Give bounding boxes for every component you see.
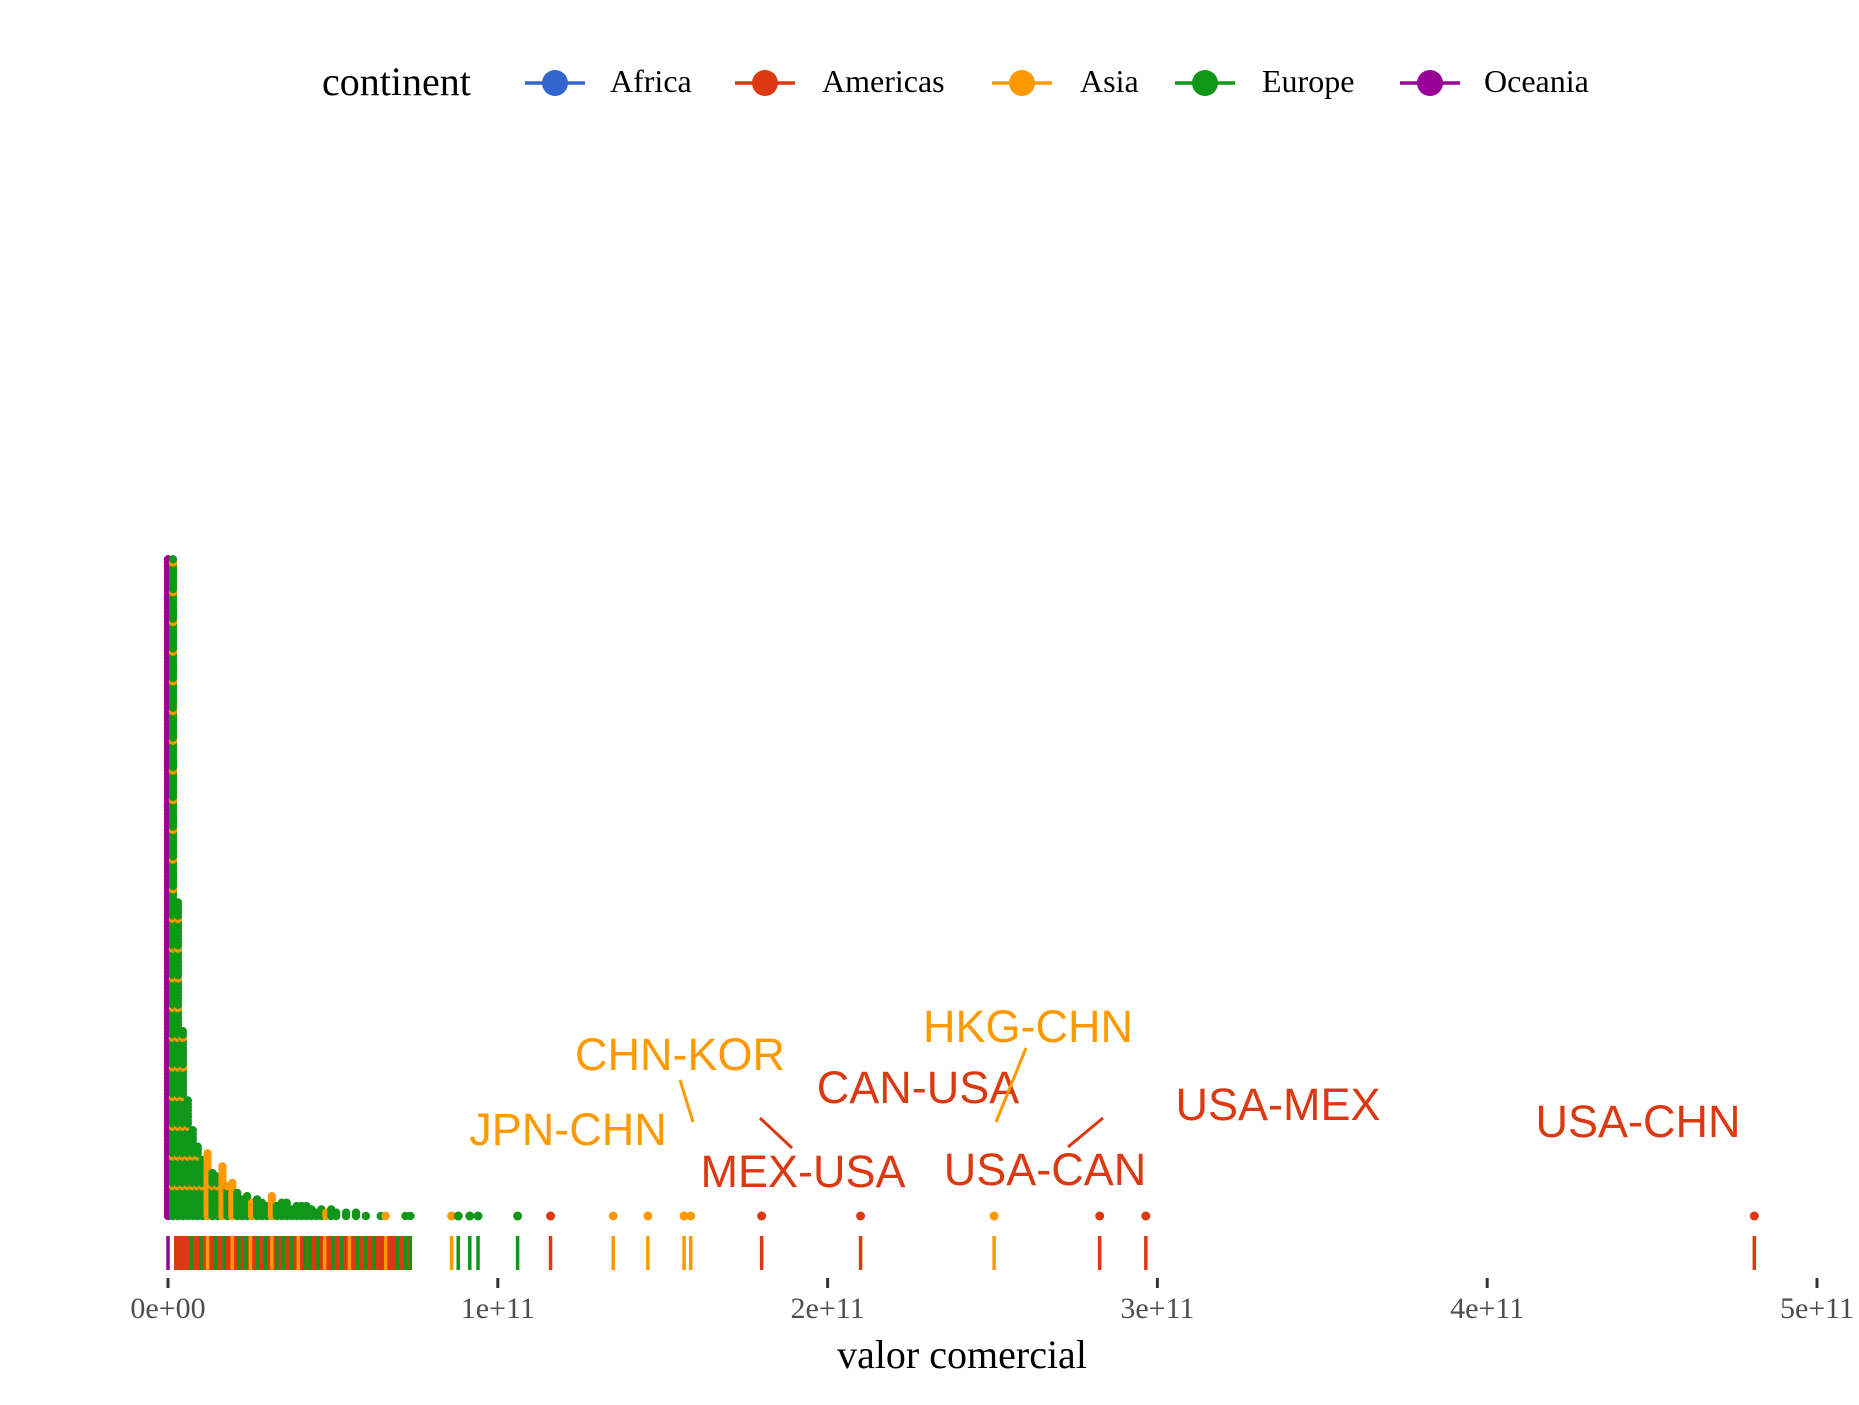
legend-key-dot xyxy=(1417,70,1443,96)
dot xyxy=(406,1211,415,1221)
leader-line xyxy=(758,1116,794,1150)
dot-stack xyxy=(341,1208,351,1221)
legend-item-label: Americas xyxy=(822,63,945,99)
legend-entries: Africa Americas Asia Europe Oceania xyxy=(525,63,1589,99)
point-label-chn-kor: CHN-KOR xyxy=(575,1029,785,1123)
dot xyxy=(178,1027,188,1036)
x-axis-title: valor comercial xyxy=(837,1332,1087,1377)
point-label-text: JPN-CHN xyxy=(469,1104,667,1155)
dot-stack xyxy=(381,1211,390,1221)
dot xyxy=(465,1211,475,1221)
point-label-text: CAN-USA xyxy=(817,1062,1020,1113)
dot xyxy=(453,1211,463,1221)
dot xyxy=(168,555,178,564)
x-tick-label: 1e+11 xyxy=(461,1292,535,1325)
dot xyxy=(643,1211,653,1221)
x-axis: 0e+00 1e+11 2e+11 3e+11 4e+11 5e+11 xyxy=(130,1278,1854,1325)
x-tick-label: 3e+11 xyxy=(1120,1292,1194,1325)
legend-item-europe: Europe xyxy=(1175,63,1354,99)
x-tick-label: 2e+11 xyxy=(791,1292,865,1325)
point-label-usa-can: USA-CAN xyxy=(944,1116,1147,1195)
point-label-text: MEX-USA xyxy=(700,1146,905,1197)
dot xyxy=(381,1211,390,1221)
dot xyxy=(173,898,183,907)
dot xyxy=(233,1188,242,1198)
dot xyxy=(473,1211,483,1221)
dot xyxy=(361,1211,371,1221)
dot-stack xyxy=(331,1208,341,1221)
legend-item-asia: Asia xyxy=(992,63,1139,99)
legend-item-oceania: Oceania xyxy=(1400,63,1589,99)
point-label-usa-mex: USA-MEX xyxy=(1175,1079,1380,1130)
point-label-usa-chn: USA-CHN xyxy=(1535,1096,1740,1147)
dot-stack xyxy=(406,1211,415,1221)
point-label-text: CHN-KOR xyxy=(575,1029,785,1080)
label-layer: JPN-CHN CHN-KOR MEX-USA CAN-USA HKG-CHN USA-C… xyxy=(469,1001,1740,1197)
dot xyxy=(331,1208,341,1217)
dot xyxy=(686,1211,696,1221)
legend-key-dot xyxy=(752,70,778,96)
dot xyxy=(856,1211,866,1221)
leader-line xyxy=(994,1047,1028,1123)
legend-item-label: Asia xyxy=(1080,63,1139,99)
dot xyxy=(188,1126,197,1135)
legend-item-label: Europe xyxy=(1262,63,1354,99)
legend: continent Africa Americas Asia Europe Oceani… xyxy=(322,59,1589,104)
dot xyxy=(513,1211,523,1221)
point-label-text: USA-CHN xyxy=(1535,1096,1740,1147)
dots-layer xyxy=(163,555,1759,1221)
legend-item-americas: Americas xyxy=(735,63,945,99)
dot xyxy=(1141,1211,1151,1221)
point-label-hkg-chn: HKG-CHN xyxy=(923,1001,1133,1123)
legend-key-dot xyxy=(1009,70,1035,96)
point-label-text: HKG-CHN xyxy=(923,1001,1133,1052)
dot-stack xyxy=(351,1208,361,1221)
leader-line xyxy=(678,1079,695,1123)
point-label-text: USA-MEX xyxy=(1175,1079,1380,1130)
x-tick-label: 5e+11 xyxy=(1780,1292,1854,1325)
legend-item-label: Africa xyxy=(610,63,692,99)
legend-title: continent xyxy=(322,59,471,104)
dot xyxy=(679,1211,689,1221)
point-label-jpn-chn: JPN-CHN xyxy=(469,1104,667,1155)
dot xyxy=(242,1192,252,1201)
legend-item-label: Oceania xyxy=(1484,63,1589,99)
dot xyxy=(608,1211,618,1221)
x-tick-label: 4e+11 xyxy=(1450,1292,1524,1325)
dot xyxy=(989,1211,999,1221)
dot xyxy=(193,1142,202,1151)
dot xyxy=(757,1211,767,1221)
point-label-mex-usa: MEX-USA xyxy=(700,1116,906,1197)
dot xyxy=(267,1192,277,1201)
point-label-can-usa: CAN-USA xyxy=(817,1062,1020,1113)
point-label-text: USA-CAN xyxy=(944,1144,1147,1195)
dot xyxy=(228,1178,237,1188)
dot xyxy=(203,1149,212,1158)
dot xyxy=(546,1211,556,1221)
dot xyxy=(282,1198,291,1208)
dot-stack xyxy=(361,1211,371,1221)
dot xyxy=(341,1208,351,1217)
leader-line xyxy=(1067,1116,1104,1149)
legend-key-dot xyxy=(542,70,568,96)
rug-layer xyxy=(166,1236,1757,1270)
dot xyxy=(1749,1211,1759,1221)
dot xyxy=(218,1162,227,1171)
legend-item-africa: Africa xyxy=(525,63,692,99)
x-tick-label: 0e+00 xyxy=(130,1292,205,1325)
legend-key-dot xyxy=(1192,70,1218,96)
dot xyxy=(183,1096,192,1105)
dot xyxy=(351,1208,361,1217)
dot xyxy=(1095,1211,1105,1221)
dot xyxy=(447,1211,457,1221)
